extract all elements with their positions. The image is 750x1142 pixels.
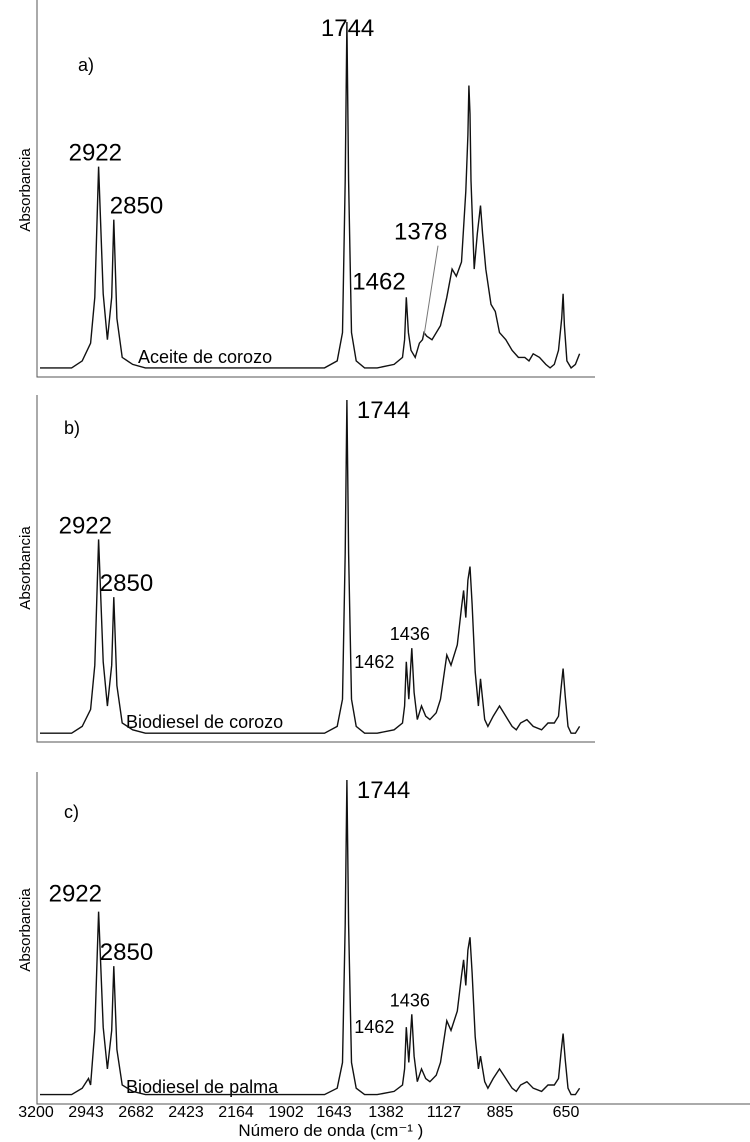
panel-b-ylabel: Absorbancia [17,526,34,610]
peak-label-1378: 1378 [394,219,447,246]
panel-b-letter: b) [64,418,80,438]
peak-label-2850: 2850 [100,570,153,597]
x-axis-title: Número de onda [238,1121,365,1140]
panel-a-sample-label: Aceite de corozo [138,347,272,367]
panel-b: b) Absorbancia Biodiesel de corozo 2922 2… [17,395,595,743]
peak-label-2850: 2850 [100,939,153,966]
x-tick-label: 650 [553,1104,580,1121]
x-tick-label: 2682 [118,1104,154,1121]
x-tick-label: 1643 [316,1104,352,1121]
panel-a-frame [36,0,595,378]
panel-b-frame [36,395,595,743]
x-tick-label: 1127 [427,1104,462,1121]
peak-label-1436: 1436 [390,990,430,1010]
x-tick-label: 2943 [68,1104,104,1121]
peak-label-1462: 1462 [354,652,394,672]
peak-label-1436: 1436 [390,624,430,644]
peak-label-1744: 1744 [321,15,374,42]
peak-label-2922: 2922 [69,140,122,167]
spectrum-line-c [40,779,581,1096]
panel-c: c) Absorbancia Biodiesel de palma 2922 28… [17,772,750,1140]
x-tick-label: 1902 [268,1104,304,1121]
x-tick-label: 885 [487,1104,514,1121]
x-tick-label: 2164 [218,1104,254,1121]
peak-leader-1378 [423,245,439,336]
peak-label-1462: 1462 [352,268,405,295]
peak-label-1462: 1462 [354,1017,394,1037]
panel-a-ylabel: Absorbancia [17,148,34,232]
panel-a-letter: a) [78,55,94,75]
peak-label-1744: 1744 [357,397,410,424]
panel-c-letter: c) [64,802,79,822]
x-tick-label: 2423 [168,1104,204,1121]
x-tick-label: 1382 [368,1104,404,1121]
panel-c-ylabel: Absorbancia [17,888,34,972]
peak-label-1744: 1744 [357,777,410,804]
panel-a: a) Absorbancia Aceite de corozo 2922 2850… [17,0,595,378]
x-axis-unit: (cm⁻¹ ) [370,1121,423,1140]
peak-label-2922: 2922 [59,512,112,539]
peak-label-2850: 2850 [110,193,163,220]
spectrum-line-a [40,21,581,369]
spectrum-line-b [40,399,581,734]
peak-label-2922: 2922 [49,881,102,908]
panel-b-sample-label: Biodiesel de corozo [126,712,283,732]
panel-c-sample-label: Biodiesel de palma [126,1077,279,1097]
x-tick-label: 3200 [18,1104,54,1121]
panel-c-frame [36,772,750,1105]
